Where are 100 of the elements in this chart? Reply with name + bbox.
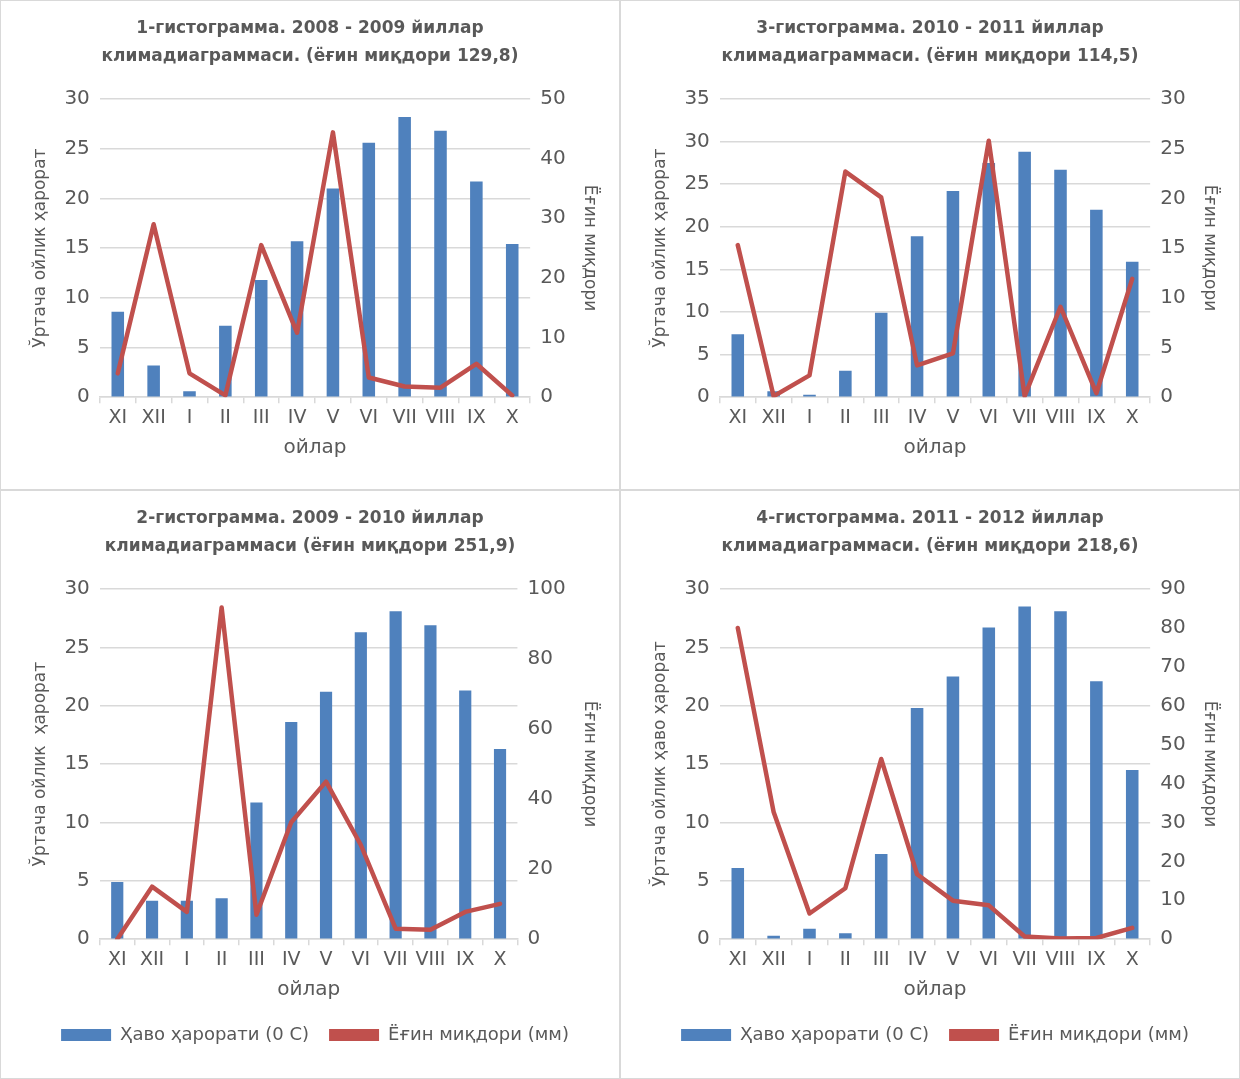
bar	[1090, 681, 1103, 939]
x-tick-label: III	[252, 404, 270, 427]
bar	[147, 365, 160, 397]
x-tick-label: V	[946, 946, 960, 969]
y-tick-label: 15	[684, 750, 710, 775]
bar	[1054, 169, 1067, 397]
x-tick-label: VIII	[425, 404, 456, 427]
bar	[982, 627, 996, 939]
bar	[1090, 209, 1103, 397]
bar	[910, 708, 924, 939]
x-tick-label: XII	[139, 946, 165, 969]
y2-tick-label: 0	[540, 383, 553, 408]
y2-tick-label: 10	[540, 323, 566, 348]
y-tick-label: 10	[64, 284, 90, 308]
bar	[982, 162, 996, 397]
y-tick-label: 0	[697, 925, 710, 950]
y-tick-label: 25	[684, 170, 710, 195]
bar	[1018, 606, 1031, 939]
y2-tick-label: 10	[1160, 284, 1186, 308]
y2-tick-label: 60	[527, 715, 553, 740]
bar	[803, 928, 816, 939]
y-tick-label: 15	[64, 750, 90, 775]
x-tick-label: III	[248, 946, 265, 969]
y2-tick-label: 90	[1160, 575, 1186, 600]
y2-tick-label: 30	[540, 204, 566, 229]
y2-tick-label: 50	[1160, 730, 1186, 755]
y2-tick-label: 100	[527, 575, 566, 600]
y2-tick-label: 10	[1160, 886, 1186, 911]
x-tick-label: V	[946, 404, 960, 427]
y-tick-label: 30	[64, 85, 90, 110]
y2-tick-label: 80	[1160, 614, 1186, 639]
x-tick-label: IX	[1087, 946, 1106, 969]
x-tick-label: X	[1125, 946, 1139, 969]
x-tick-label: IV	[287, 404, 307, 427]
x-tick-label: VII	[392, 404, 417, 427]
x-tick-label: XII	[141, 404, 166, 427]
y-axis-title: Ўртача ойлик ҳарорат	[27, 148, 49, 348]
bar	[389, 611, 402, 939]
bar	[839, 370, 852, 397]
y-axis-title: Ўртача ойлик ҳарорат	[647, 148, 669, 348]
bar	[285, 722, 298, 939]
bar	[326, 188, 340, 397]
bar	[254, 279, 268, 397]
chart-title: 1-гистограмма. 2008 - 2009 йиллар климадиаграммаси. (ёғин миқдори 129,8)	[100, 16, 520, 67]
y-tick-label: 5	[77, 867, 90, 892]
x-tick-label: VI	[979, 946, 999, 969]
y-tick-label: 30	[684, 575, 710, 600]
y-tick-label: 10	[684, 298, 710, 323]
y-tick-label: 20	[64, 184, 90, 209]
y-tick-label: 25	[684, 633, 710, 658]
x-tick-label: IX	[467, 404, 486, 427]
bar	[731, 334, 745, 397]
x-tick-label: V	[326, 404, 340, 427]
x-tick-label: II	[839, 946, 851, 969]
y2-tick-label: 20	[1160, 184, 1186, 209]
legend-label: Ҳаво ҳарорати (0 С)	[740, 1022, 930, 1044]
chart-title: 3-гистограмма. 2010 - 2011 йиллар климадиаграммаси. (ёғин миқдори 114,5)	[720, 16, 1140, 67]
x-tick-label: III	[872, 404, 890, 427]
y-tick-label: 30	[684, 127, 710, 152]
x-tick-label: VII	[1012, 946, 1037, 969]
x-tick-label: II	[216, 946, 228, 969]
bar	[459, 690, 472, 939]
x-tick-label: IV	[907, 404, 927, 427]
x-tick-label: II	[219, 404, 231, 427]
x-tick-label: IX	[455, 946, 475, 969]
x-tick-label: XII	[761, 404, 786, 427]
x-tick-label: I	[186, 404, 193, 427]
x-tick-label: IV	[907, 946, 927, 969]
x-tick-label: XI	[108, 404, 128, 427]
x-axis-title: ойлар	[283, 434, 347, 459]
bar	[424, 625, 437, 939]
y-tick-label: 20	[684, 213, 710, 237]
legend-label: Ҳаво ҳарорати (0 С)	[120, 1022, 310, 1044]
y2-tick-label: 40	[1160, 769, 1186, 794]
y-tick-label: 15	[64, 234, 90, 259]
y2-tick-label: 20	[1160, 847, 1186, 872]
y2-tick-label: 30	[1160, 85, 1186, 110]
y-tick-label: 10	[64, 808, 90, 833]
bar	[1125, 769, 1139, 939]
y-tick-label: 5	[697, 340, 710, 365]
y2-axis-title: Ёғин миқдори	[1201, 700, 1222, 828]
x-tick-label: XI	[728, 946, 748, 969]
x-tick-label: VIII	[1045, 404, 1076, 427]
bar	[1054, 611, 1067, 939]
x-tick-label: VI	[979, 404, 999, 427]
bar	[874, 312, 888, 397]
y2-tick-label: 25	[1160, 134, 1186, 159]
y-tick-label: 10	[684, 808, 710, 833]
x-tick-label: II	[839, 404, 851, 427]
y2-tick-label: 5	[1160, 333, 1173, 358]
y2-tick-label: 20	[540, 264, 566, 289]
y-tick-label: 0	[697, 383, 710, 408]
y-tick-label: 5	[77, 333, 90, 358]
x-tick-label: XII	[761, 946, 786, 969]
x-tick-label: VII	[383, 946, 408, 969]
y2-tick-label: 0	[1160, 383, 1173, 408]
bar	[215, 898, 228, 939]
bar	[505, 244, 519, 397]
y2-tick-label: 30	[1160, 808, 1186, 833]
bar	[493, 748, 507, 939]
